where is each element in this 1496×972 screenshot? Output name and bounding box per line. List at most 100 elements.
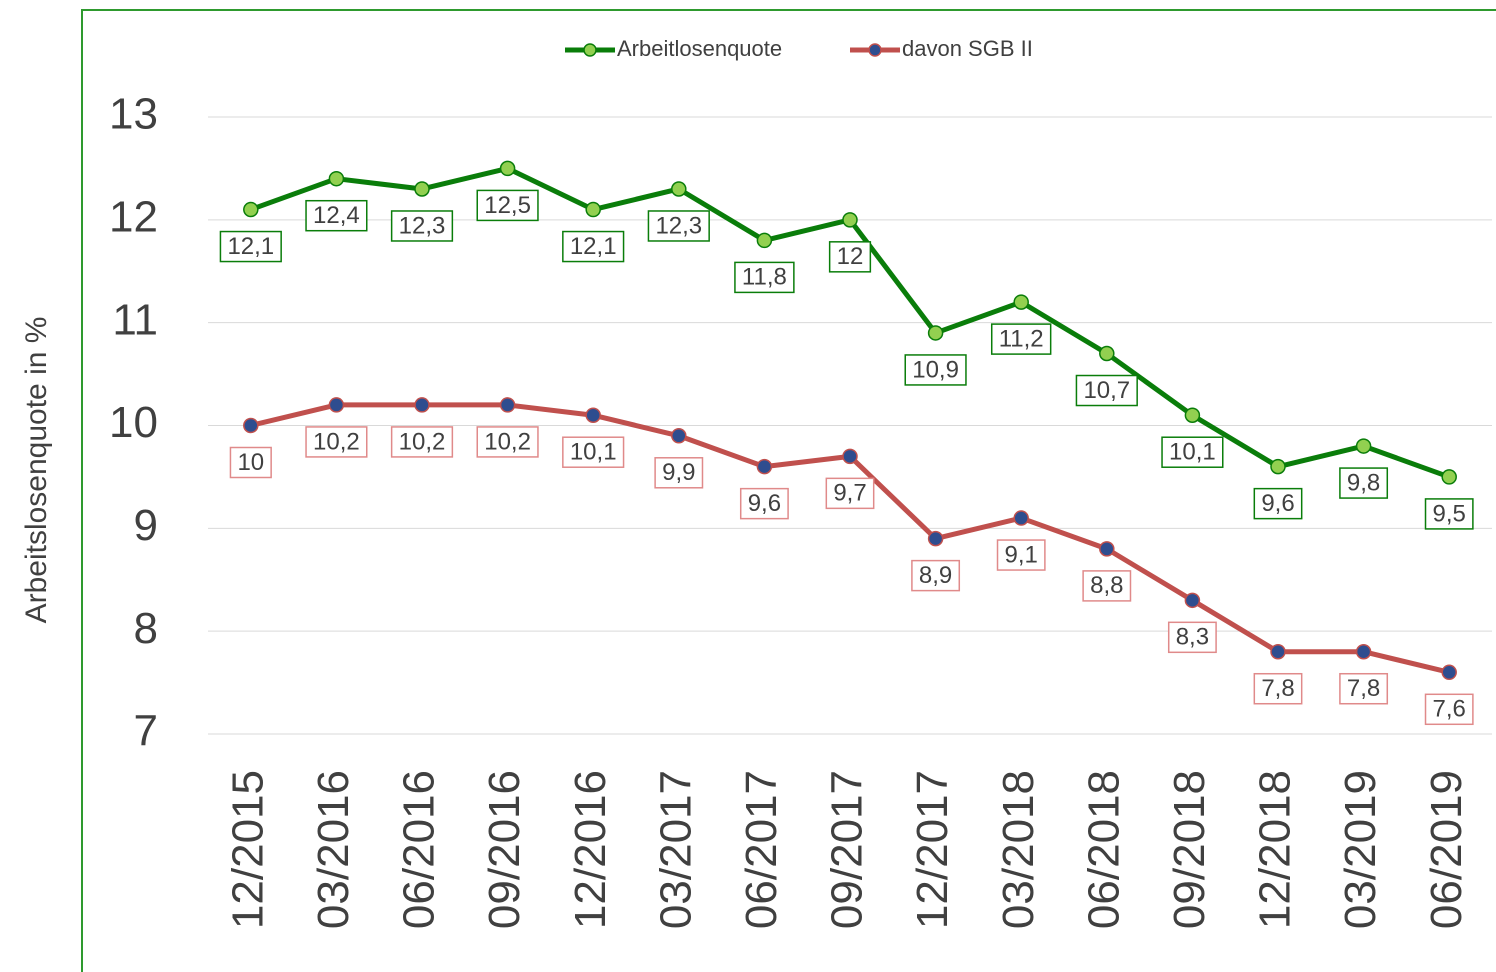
data-label-box [1424,498,1474,530]
marker [499,397,516,413]
data-label-box [390,210,454,242]
marker [842,448,858,465]
data-label-box [219,230,282,263]
data-label-box [229,446,272,479]
data-label: 10,7 [1083,377,1130,404]
x-tick-label: 06/2016 [395,770,444,929]
data-label: 10,2 [313,428,360,455]
data-label: 12 [837,243,864,270]
y-tick-label: 12 [109,192,158,241]
y-tick-label: 13 [109,90,158,139]
marker [1184,592,1201,609]
x-tick-label: 03/2018 [994,770,1043,929]
data-label: 9,7 [833,480,866,507]
y-axis-label: Arbeitslosenquote in % [20,317,53,624]
data-label: 10,2 [484,428,531,455]
marker [1441,664,1457,681]
data-label: 8,8 [1090,572,1123,599]
marker [927,325,944,341]
marker [414,181,430,197]
legend-marker [583,43,597,57]
marker [1355,643,1372,660]
x-tick-label: 03/2019 [1336,770,1385,929]
data-label: 9,9 [662,459,695,486]
marker [414,397,430,413]
x-tick-label: 09/2018 [1165,770,1214,929]
y-tick-label: 8 [134,604,158,653]
marker [671,428,687,444]
data-label: 12,4 [313,202,360,229]
data-label-box [476,189,539,222]
marker [1099,541,1115,557]
x-tick-label: 03/2016 [309,770,358,929]
data-label: 12,3 [399,212,446,239]
marker [243,201,259,218]
data-label-box [734,261,795,294]
data-label-box [476,426,539,458]
data-label-box [996,539,1046,571]
y-tick-label: 9 [134,501,158,550]
data-label: 8,9 [919,562,952,589]
marker [756,232,773,249]
y-tick-label: 10 [109,398,158,447]
data-label: 7,8 [1347,675,1380,702]
marker [585,201,601,218]
data-label-box [990,323,1052,355]
marker [1270,458,1286,475]
data-label: 12,1 [227,233,274,260]
data-label-box [825,477,875,510]
y-tick-label: 7 [134,707,158,756]
data-label: 9,6 [1261,490,1294,517]
data-label: 10,2 [399,428,446,455]
x-tick-label: 12/2017 [908,770,957,929]
marker [243,417,259,434]
x-tick-label: 03/2017 [651,770,700,929]
data-label: 9,5 [1433,500,1466,527]
data-label-box [904,354,967,386]
data-label-box [562,436,625,468]
data-label: 10,9 [912,356,959,383]
x-tick-label: 06/2017 [737,770,786,929]
marker [1270,643,1286,660]
legend-marker [868,43,882,57]
x-tick-label: 06/2019 [1422,770,1471,929]
data-label-box [1161,436,1224,468]
marker [1099,345,1115,362]
data-label: 12,5 [484,192,531,219]
data-label-box [1424,693,1474,726]
data-label: 10 [237,449,264,476]
marker [1013,294,1029,310]
marker [1013,510,1029,526]
data-label: 9,8 [1347,469,1380,496]
data-label: 10,1 [1169,439,1216,466]
data-label-box [1339,467,1389,499]
y-tick-label: 11 [112,295,158,344]
data-label: 12,3 [655,212,702,239]
data-label-box [562,230,625,263]
x-tick-label: 09/2016 [480,770,529,929]
marker [499,160,516,177]
marker [671,181,687,197]
x-tick-label: 09/2017 [823,770,872,929]
data-label-box [828,241,872,273]
legend-label: davon SGB II [902,36,1033,61]
data-label: 7,6 [1433,696,1466,723]
data-label-box [390,426,454,458]
data-label-box [1075,374,1138,407]
data-label-box [305,199,368,232]
marker [1184,407,1201,423]
data-label-box [1167,621,1217,654]
data-label: 9,6 [748,490,781,517]
data-label-box [305,426,368,458]
data-label-box [1253,487,1303,520]
data-label: 11,8 [742,264,787,291]
x-tick-label: 12/2015 [223,770,272,929]
marker [328,170,345,187]
marker [927,530,944,547]
marker [756,458,773,475]
x-tick-label: 06/2018 [1079,770,1128,929]
marker [1441,469,1457,485]
data-label-box [654,457,704,489]
x-tick-label: 12/2018 [1251,770,1300,929]
